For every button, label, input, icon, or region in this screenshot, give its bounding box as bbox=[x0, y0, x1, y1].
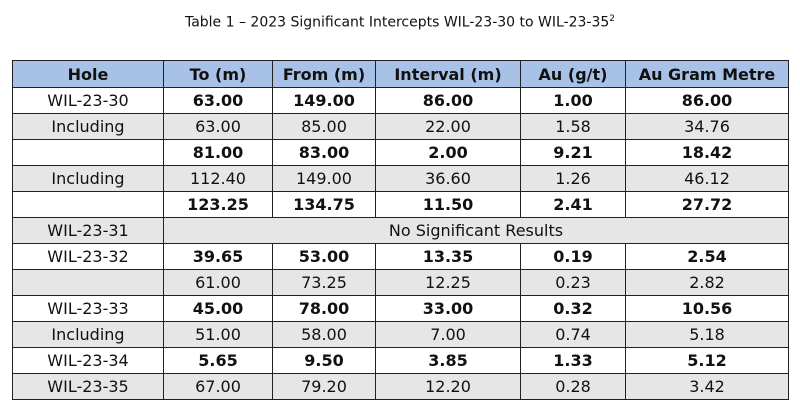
table-row: Including 51.00 58.00 7.00 0.74 5.18 bbox=[12, 321, 789, 348]
value-cell: 2.54 bbox=[625, 243, 789, 270]
table-row: WIL-23-31 No Significant Results bbox=[12, 217, 789, 244]
hole-cell: WIL-23-34 bbox=[12, 347, 164, 374]
value-cell: 1.26 bbox=[520, 165, 626, 192]
value-cell: 11.50 bbox=[375, 191, 521, 218]
value-cell: 34.76 bbox=[625, 113, 789, 140]
table-row: 81.00 83.00 2.00 9.21 18.42 bbox=[12, 139, 789, 166]
hole-cell: Including bbox=[12, 165, 164, 192]
value-cell: 39.65 bbox=[163, 243, 273, 270]
value-cell: 134.75 bbox=[272, 191, 376, 218]
intercepts-table: Hole To (m) From (m) Interval (m) Au (g/t) Au… bbox=[12, 60, 789, 400]
hole-cell: WIL-23-35 bbox=[12, 373, 164, 400]
table-title: Table 1 – 2023 Significant Intercepts WI… bbox=[0, 14, 800, 31]
title-text: Table 1 – 2023 Significant Intercepts WI… bbox=[184, 14, 610, 31]
value-cell: 79.20 bbox=[272, 373, 376, 400]
value-cell: 1.58 bbox=[520, 113, 626, 140]
value-cell: 1.33 bbox=[520, 347, 626, 374]
column-header: Hole bbox=[12, 60, 164, 88]
value-cell: 61.00 bbox=[163, 269, 273, 296]
value-cell: 85.00 bbox=[272, 113, 376, 140]
value-cell: 46.12 bbox=[625, 165, 789, 192]
value-cell: 58.00 bbox=[272, 321, 376, 348]
value-cell: 73.25 bbox=[272, 269, 376, 296]
value-cell: 3.85 bbox=[375, 347, 521, 374]
value-cell: 51.00 bbox=[163, 321, 273, 348]
value-cell: 5.12 bbox=[625, 347, 789, 374]
column-header: Au (g/t) bbox=[520, 60, 626, 88]
table-row: WIL-23-30 63.00 149.00 86.00 1.00 86.00 bbox=[12, 87, 789, 114]
table-row: Including 63.00 85.00 22.00 1.58 34.76 bbox=[12, 113, 789, 140]
value-cell: 5.65 bbox=[163, 347, 273, 374]
value-cell: 10.56 bbox=[625, 295, 789, 322]
value-cell: 112.40 bbox=[163, 165, 273, 192]
footnote-mark: 2 bbox=[609, 14, 616, 24]
value-cell: 53.00 bbox=[272, 243, 376, 270]
value-cell: 12.20 bbox=[375, 373, 521, 400]
table-row: WIL-23-35 67.00 79.20 12.20 0.28 3.42 bbox=[12, 373, 789, 400]
value-cell: 2.00 bbox=[375, 139, 521, 166]
value-cell: 1.00 bbox=[520, 87, 626, 114]
value-cell: 86.00 bbox=[375, 87, 521, 114]
value-cell: 36.60 bbox=[375, 165, 521, 192]
value-cell: 5.18 bbox=[625, 321, 789, 348]
table-body: WIL-23-30 63.00 149.00 86.00 1.00 86.00 Includ… bbox=[12, 87, 789, 400]
value-cell: 3.42 bbox=[625, 373, 789, 400]
value-cell: 0.28 bbox=[520, 373, 626, 400]
value-cell: 83.00 bbox=[272, 139, 376, 166]
value-cell: 0.23 bbox=[520, 269, 626, 296]
column-header: From (m) bbox=[272, 60, 376, 88]
value-cell: 33.00 bbox=[375, 295, 521, 322]
value-cell: 12.25 bbox=[375, 269, 521, 296]
hole-cell: Including bbox=[12, 321, 164, 348]
hole-cell bbox=[12, 191, 164, 218]
value-cell: 13.35 bbox=[375, 243, 521, 270]
value-cell: 2.82 bbox=[625, 269, 789, 296]
table-row: WIL-23-32 39.65 53.00 13.35 0.19 2.54 bbox=[12, 243, 789, 270]
hole-cell: WIL-23-32 bbox=[12, 243, 164, 270]
value-cell: 9.50 bbox=[272, 347, 376, 374]
value-cell: 63.00 bbox=[163, 87, 273, 114]
hole-cell: WIL-23-31 bbox=[12, 217, 164, 244]
table-row: WIL-23-34 5.65 9.50 3.85 1.33 5.12 bbox=[12, 347, 789, 374]
hole-cell bbox=[12, 269, 164, 296]
header-row: Hole To (m) From (m) Interval (m) Au (g/t) Au… bbox=[12, 60, 789, 88]
column-header: Au Gram Metre bbox=[625, 60, 789, 88]
value-cell: 0.19 bbox=[520, 243, 626, 270]
table-row: Including 112.40 149.00 36.60 1.26 46.12 bbox=[12, 165, 789, 192]
column-header: Interval (m) bbox=[375, 60, 521, 88]
table-row: 61.00 73.25 12.25 0.23 2.82 bbox=[12, 269, 789, 296]
hole-cell: WIL-23-30 bbox=[12, 87, 164, 114]
hole-cell: WIL-23-33 bbox=[12, 295, 164, 322]
value-cell: 149.00 bbox=[272, 87, 376, 114]
value-cell: 0.74 bbox=[520, 321, 626, 348]
value-cell: 7.00 bbox=[375, 321, 521, 348]
value-cell: 2.41 bbox=[520, 191, 626, 218]
value-cell: 149.00 bbox=[272, 165, 376, 192]
value-cell: 67.00 bbox=[163, 373, 273, 400]
value-cell: 9.21 bbox=[520, 139, 626, 166]
hole-cell: Including bbox=[12, 113, 164, 140]
table-row: 123.25 134.75 11.50 2.41 27.72 bbox=[12, 191, 789, 218]
value-cell: 123.25 bbox=[163, 191, 273, 218]
value-cell: No Significant Results bbox=[163, 217, 789, 244]
hole-cell bbox=[12, 139, 164, 166]
value-cell: 0.32 bbox=[520, 295, 626, 322]
column-header: To (m) bbox=[163, 60, 273, 88]
value-cell: 81.00 bbox=[163, 139, 273, 166]
value-cell: 22.00 bbox=[375, 113, 521, 140]
value-cell: 86.00 bbox=[625, 87, 789, 114]
value-cell: 63.00 bbox=[163, 113, 273, 140]
value-cell: 45.00 bbox=[163, 295, 273, 322]
value-cell: 27.72 bbox=[625, 191, 789, 218]
table-row: WIL-23-33 45.00 78.00 33.00 0.32 10.56 bbox=[12, 295, 789, 322]
value-cell: 78.00 bbox=[272, 295, 376, 322]
value-cell: 18.42 bbox=[625, 139, 789, 166]
